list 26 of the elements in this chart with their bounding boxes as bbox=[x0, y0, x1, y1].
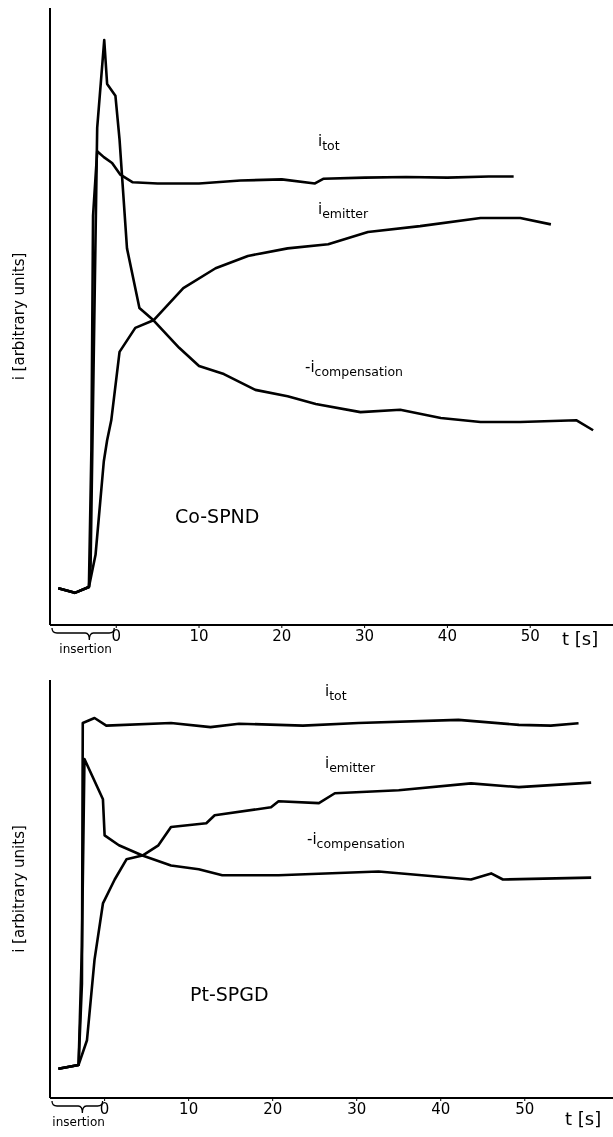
x-tick-label: 30 bbox=[355, 626, 375, 645]
y-axis-title: i [arbitrary units] bbox=[10, 825, 29, 953]
series-label: i$_{emitter}$ bbox=[318, 200, 369, 221]
x-tick-label: 50 bbox=[515, 1099, 535, 1118]
x-tick-label: 20 bbox=[263, 1099, 283, 1118]
text: Co-SPND bbox=[175, 505, 260, 527]
x-tick-label: 40 bbox=[431, 1099, 451, 1118]
x-tick-label: 30 bbox=[347, 1099, 367, 1118]
x-tick-label: 10 bbox=[179, 1099, 199, 1118]
x-tick-label: 0 bbox=[111, 626, 122, 645]
series-label: -i$_{compensation}$ bbox=[305, 358, 403, 379]
series-label: i$_{emitter}$ bbox=[325, 754, 376, 775]
text: insertion bbox=[59, 642, 112, 656]
x-tick-label: 10 bbox=[189, 626, 209, 645]
y-axis-title: i [arbitrary units] bbox=[10, 252, 29, 381]
series-label: i$_{tot}$ bbox=[325, 682, 347, 703]
x-tick-label: 50 bbox=[520, 626, 540, 645]
x-tick-label: 20 bbox=[272, 626, 292, 645]
text: insertion bbox=[52, 1115, 105, 1129]
x-tick-label: 0 bbox=[99, 1099, 110, 1118]
x-axis-title: t [s] bbox=[562, 628, 599, 649]
series-label: i$_{tot}$ bbox=[318, 132, 340, 153]
x-axis-title: t [s] bbox=[565, 1108, 602, 1129]
x-tick-label: 40 bbox=[437, 626, 457, 645]
series-label: -i$_{compensation}$ bbox=[307, 830, 405, 851]
text: Pt-SPGD bbox=[190, 983, 269, 1005]
